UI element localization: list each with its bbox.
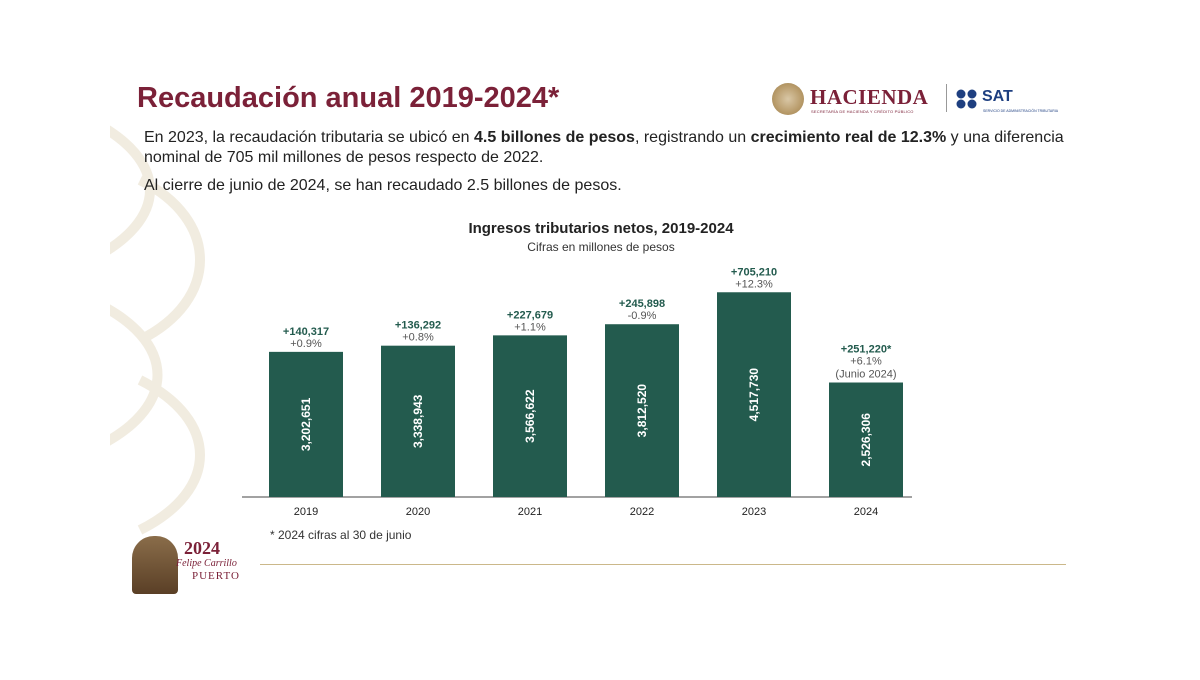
footer-divider (260, 564, 1066, 565)
x-tick-label-2021: 2021 (518, 506, 542, 518)
diff-label-2023: +705,210 (731, 266, 777, 278)
x-tick-label-2022: 2022 (630, 506, 654, 518)
intro-text-c: , registrando un (634, 129, 751, 146)
bar-value-label-2020: 3,338,943 (411, 394, 425, 448)
emblem-name: Felipe Carrillo (176, 558, 237, 569)
pct-label-2020: +0.8% (402, 332, 434, 344)
bar-2021 (493, 335, 567, 497)
emblem-year: 2024 (184, 538, 220, 558)
intro-text-a: En 2023, la recaudación tributaria se ub… (144, 129, 474, 146)
bar-2024 (829, 382, 903, 497)
x-tick-label-2020: 2020 (406, 506, 430, 518)
diff-label-2022: +245,898 (619, 298, 665, 310)
portrait-icon (132, 536, 178, 594)
pct-label-2021: +1.1% (514, 321, 546, 333)
bar-2022 (605, 324, 679, 497)
bar-chart: 3,202,651 +140,317+0.9% 2019 3,338,943 +136,… (242, 266, 912, 518)
slide: Recaudación anual 2019-2024* HACIENDA SE… (110, 80, 1085, 600)
x-tick-label-2019: 2019 (294, 506, 318, 518)
diff-label-2020: +136,292 (395, 320, 441, 332)
bar-2023 (717, 292, 791, 497)
hacienda-logo-text: HACIENDA (810, 85, 929, 109)
bar-value-label-2022: 3,812,520 (635, 384, 649, 438)
pct-label-2022: -0.9% (628, 310, 657, 322)
bar-value-label-2021: 3,566,622 (523, 389, 537, 443)
sat-dots-icon (956, 89, 977, 109)
background-pattern (110, 125, 205, 535)
intro-text: En 2023, la recaudación tributaria se ub… (144, 128, 1069, 196)
bar-2020 (381, 345, 455, 497)
x-tick-label-2023: 2023 (742, 506, 766, 518)
chart-footnote: * 2024 cifras al 30 de junio (270, 528, 412, 542)
diff-label-2024: +251,220* (841, 344, 892, 356)
chart-title: Ingresos tributarios netos, 2019-2024 (468, 220, 734, 237)
bar-2019 (269, 351, 343, 497)
intro-text-e: y una diferencia nominal de 705 mil mill… (144, 129, 1064, 166)
intro-paragraph-2: Al cierre de junio de 2024, se han recau… (144, 177, 622, 194)
sat-logo-subtitle: SERVICIO DE ADMINISTRACIÓN TRIBUTARIA (983, 109, 1059, 113)
diff-label-2021: +227,679 (507, 309, 553, 321)
diff-label-2019: +140,317 (283, 326, 329, 338)
extra-label-2024: (Junio 2024) (835, 369, 896, 381)
page-title: Recaudación anual 2019-2024* (137, 82, 560, 114)
intro-highlight-amount: 4.5 billones de pesos (474, 129, 635, 146)
bar-value-label-2023: 4,517,730 (747, 368, 761, 422)
pct-label-2023: +12.3% (735, 278, 773, 290)
pct-label-2024: +6.1% (850, 356, 882, 368)
intro-paragraph-1: En 2023, la recaudación tributaria se ub… (144, 128, 1069, 168)
bar-value-label-2019: 3,202,651 (299, 397, 313, 451)
logo-divider (946, 84, 947, 112)
emblem-last-name: PUERTO (192, 570, 240, 582)
bar-value-label-2024: 2,526,306 (859, 413, 873, 467)
chart-subtitle: Cifras en millones de pesos (527, 240, 675, 254)
emblem-2024: 2024 Felipe Carrillo PUERTO (120, 530, 250, 598)
x-tick-label-2024: 2024 (854, 506, 878, 518)
mexico-seal-icon (772, 83, 804, 115)
pct-label-2019: +0.9% (290, 338, 322, 350)
intro-highlight-growth: crecimiento real de 12.3% (750, 129, 947, 146)
sat-logo-text: SAT (982, 88, 1013, 105)
hacienda-logo-subtitle: SECRETARÍA DE HACIENDA Y CRÉDITO PÚBLICO (811, 109, 914, 114)
logos: HACIENDA SECRETARÍA DE HACIENDA Y CRÉDIT… (770, 80, 1070, 120)
